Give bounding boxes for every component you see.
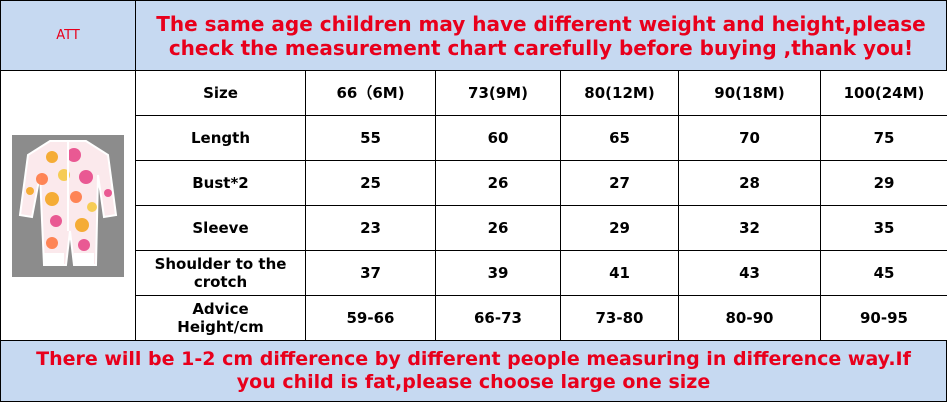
table-cell: 39 — [435, 250, 561, 296]
table-cell: 43 — [678, 250, 821, 296]
row-header: Sleeve — [135, 205, 306, 251]
table-cell: 41 — [560, 250, 679, 296]
row-header: Advice Height/cm — [135, 295, 306, 341]
header-label: ATT — [0, 0, 136, 71]
table-cell: 60 — [435, 115, 561, 161]
column-header: 66（6M) — [305, 70, 436, 116]
table-cell: 59-66 — [305, 295, 436, 341]
table-cell: 35 — [820, 205, 947, 251]
header-title: The same age children may have different… — [135, 0, 947, 71]
column-header: 73(9M) — [435, 70, 561, 116]
table-cell: 45 — [820, 250, 947, 296]
table-cell: 29 — [820, 160, 947, 206]
table-cell: 29 — [560, 205, 679, 251]
table-cell: 28 — [678, 160, 821, 206]
column-header: 90(18M) — [678, 70, 821, 116]
footer-note: There will be 1-2 cm difference by diffe… — [0, 340, 947, 402]
table-cell: 27 — [560, 160, 679, 206]
table-cell: 73-80 — [560, 295, 679, 341]
row-header: Length — [135, 115, 306, 161]
table-cell: 65 — [560, 115, 679, 161]
product-image — [12, 134, 124, 277]
table-cell: 37 — [305, 250, 436, 296]
table-cell: 26 — [435, 205, 561, 251]
table-cell: 55 — [305, 115, 436, 161]
table-cell: 32 — [678, 205, 821, 251]
table-cell: 70 — [678, 115, 821, 161]
product-image-cell — [0, 70, 136, 341]
table-cell: 25 — [305, 160, 436, 206]
table-cell: 26 — [435, 160, 561, 206]
row-header: Size — [135, 70, 306, 116]
row-header: Bust*2 — [135, 160, 306, 206]
table-cell: 75 — [820, 115, 947, 161]
row-header: Shoulder to the crotch — [135, 250, 306, 296]
table-cell: 90-95 — [820, 295, 947, 341]
column-header: 100(24M) — [820, 70, 947, 116]
column-header: 80(12M) — [560, 70, 679, 116]
table-cell: 66-73 — [435, 295, 561, 341]
table-cell: 23 — [305, 205, 436, 251]
table-cell: 80-90 — [678, 295, 821, 341]
